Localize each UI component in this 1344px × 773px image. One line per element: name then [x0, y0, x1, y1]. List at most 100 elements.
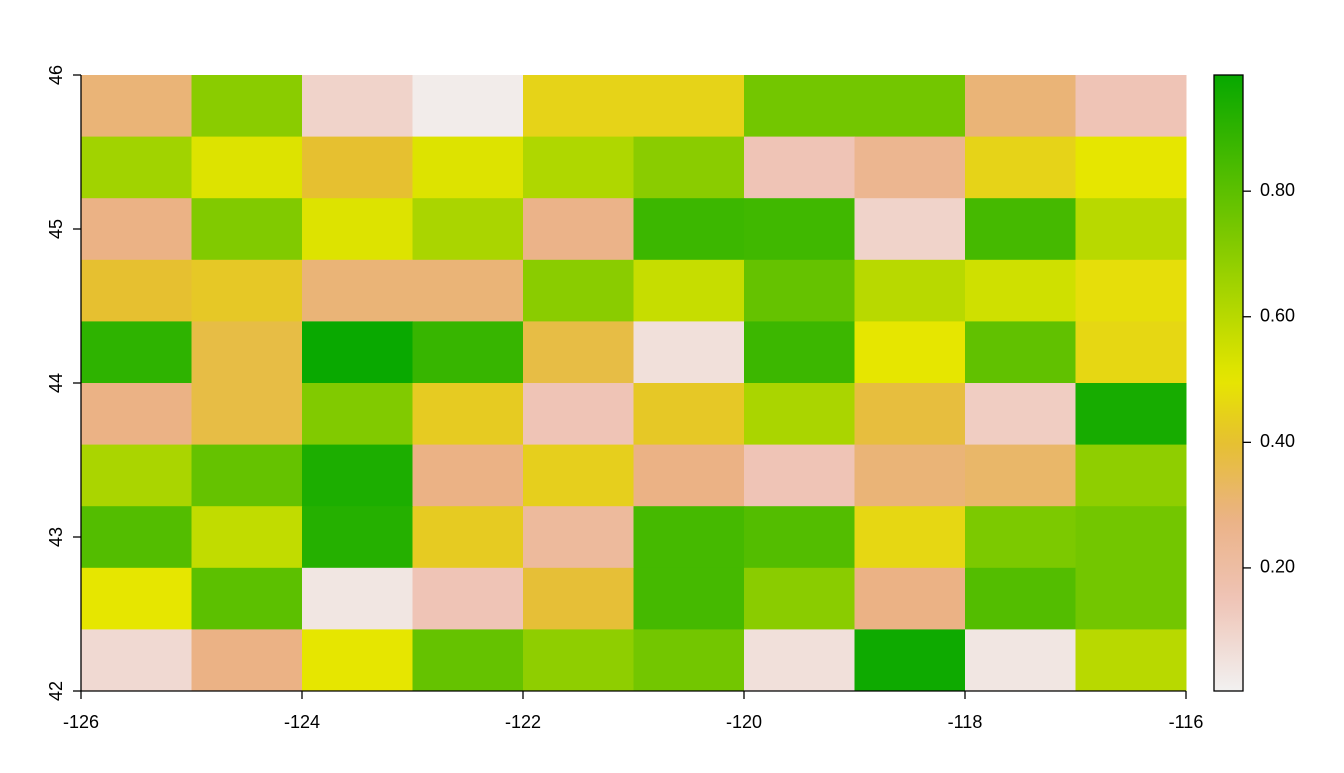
cell — [412, 198, 524, 261]
cell — [191, 383, 303, 446]
cell — [1075, 629, 1187, 692]
x-tick-label: -122 — [505, 712, 541, 732]
cell — [81, 629, 192, 692]
cell — [1075, 198, 1187, 261]
cell — [412, 629, 524, 692]
x-tick-label: -126 — [63, 712, 99, 732]
cell — [854, 198, 966, 261]
cell — [412, 444, 524, 507]
cell — [523, 383, 634, 446]
cell — [523, 198, 634, 261]
cell — [1075, 567, 1187, 630]
cell — [81, 506, 192, 569]
cell — [191, 444, 303, 507]
cell — [854, 259, 966, 322]
cell — [1075, 383, 1187, 446]
cell — [412, 321, 524, 384]
cell — [633, 567, 745, 630]
cell — [412, 259, 524, 322]
cell — [191, 629, 303, 692]
cell — [302, 567, 413, 630]
x-tick-label: -118 — [948, 712, 983, 732]
cell — [523, 567, 634, 630]
cell — [81, 567, 192, 630]
cell — [854, 75, 966, 138]
cell — [1075, 136, 1187, 199]
y-tick-label: 42 — [46, 681, 66, 701]
color-bar-tick-label: 0.20 — [1260, 557, 1295, 577]
cell — [302, 444, 413, 507]
cell — [412, 136, 524, 199]
cell — [81, 75, 192, 138]
cell — [633, 321, 745, 384]
color-bar-tick-label: 0.60 — [1260, 306, 1295, 326]
y-tick-label: 45 — [46, 219, 66, 239]
color-bar — [1213, 74, 1244, 692]
cell — [1075, 321, 1187, 384]
cell — [302, 629, 413, 692]
cell — [965, 444, 1076, 507]
cell — [744, 383, 855, 446]
cell — [633, 75, 745, 138]
cell — [854, 136, 966, 199]
x-tick-label: -116 — [1169, 712, 1204, 732]
cell — [1075, 75, 1187, 138]
cell — [965, 136, 1076, 199]
cell — [302, 383, 413, 446]
cell — [633, 629, 745, 692]
y-tick-label: 46 — [46, 65, 66, 85]
cell — [412, 383, 524, 446]
cell — [965, 506, 1076, 569]
cell — [744, 567, 855, 630]
cell — [191, 567, 303, 630]
cell — [854, 444, 966, 507]
cell — [965, 259, 1076, 322]
cell — [965, 321, 1076, 384]
cell — [744, 444, 855, 507]
color-bar-tick-label: 0.80 — [1260, 180, 1295, 200]
x-tick-label: -124 — [284, 712, 320, 732]
cell — [744, 198, 855, 261]
cell — [744, 506, 855, 569]
cell — [523, 259, 634, 322]
cell — [81, 321, 192, 384]
cell — [302, 136, 413, 199]
cell — [191, 506, 303, 569]
cell — [412, 75, 524, 138]
cell — [302, 75, 413, 138]
cell — [965, 629, 1076, 692]
cell — [1075, 444, 1187, 507]
cell — [302, 198, 413, 261]
cell — [412, 567, 524, 630]
cell — [744, 136, 855, 199]
cell — [854, 383, 966, 446]
cell — [633, 506, 745, 569]
cell — [191, 75, 303, 138]
cell — [412, 506, 524, 569]
cell — [633, 259, 745, 322]
cell — [191, 259, 303, 322]
cell — [81, 198, 192, 261]
cell — [633, 198, 745, 261]
cell — [1075, 259, 1187, 322]
cell — [523, 321, 634, 384]
cell — [965, 75, 1076, 138]
cell — [744, 259, 855, 322]
cell — [81, 383, 192, 446]
cell — [302, 321, 413, 384]
cell — [191, 321, 303, 384]
cell — [523, 444, 634, 507]
cell — [744, 629, 855, 692]
cell — [854, 506, 966, 569]
cell — [633, 444, 745, 507]
cell — [633, 383, 745, 446]
cell — [965, 198, 1076, 261]
cell — [523, 506, 634, 569]
cell — [744, 75, 855, 138]
x-tick-label: -120 — [726, 712, 762, 732]
y-tick-label: 44 — [46, 373, 66, 393]
y-tick-label: 43 — [46, 527, 66, 547]
cell — [523, 629, 634, 692]
cell — [81, 259, 192, 322]
